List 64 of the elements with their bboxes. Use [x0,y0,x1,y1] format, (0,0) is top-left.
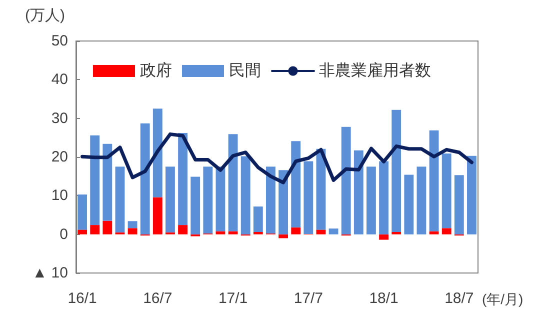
x-tick-label: 16/1 [68,290,97,307]
bar [442,228,452,234]
bar [341,126,351,234]
legend-label: 政府 [140,62,172,80]
bar [316,230,326,234]
bar [304,161,314,234]
bar [392,110,402,232]
bar [216,166,226,232]
bar [102,144,112,221]
bar [190,176,200,234]
bar [442,154,452,228]
x-tick-label: 18/1 [369,290,398,307]
bar [128,228,138,234]
bar [354,150,364,234]
bar [115,166,125,232]
bar [416,166,426,234]
bar [90,225,100,234]
y-tick-label: ▲ 10 [32,264,68,282]
x-tick-label: 17/7 [294,290,324,307]
bar [128,221,138,228]
bar [379,234,388,240]
y-tick-label: 30 [51,110,68,127]
bar [228,231,238,234]
x-tick-label: 17/1 [218,290,248,307]
legend-label: 民間 [229,62,261,80]
bar [78,194,87,230]
legend-label: 非農業雇用者数 [319,62,431,80]
bar [328,228,338,234]
bar [178,133,188,226]
bar [152,197,162,234]
bar [102,220,112,234]
bar [266,166,276,234]
bar [78,230,87,234]
y-tick-label: 0 [60,226,68,243]
x-tick-label: 18/7 [444,290,474,307]
bar [152,108,162,198]
y-tick-label: 40 [51,71,68,88]
bar [228,134,238,232]
bar [253,206,263,232]
x-tick-label: 16/7 [143,290,172,307]
y-tick-label: 20 [51,148,68,166]
bar [278,234,288,238]
y-tick-label: 50 [51,32,68,50]
bar [291,141,301,228]
line-series [80,132,474,184]
bar [90,135,100,226]
bar [240,156,250,234]
bar [166,166,175,232]
bar [467,156,476,234]
bar [291,227,301,234]
bar [454,175,464,234]
bar [429,130,439,232]
bar [429,231,439,234]
bar [216,231,226,234]
bar [366,166,376,234]
y-tick-label: 10 [51,187,68,204]
bar [278,170,288,234]
x-axis-title: (年/月) [482,291,524,307]
bar [178,225,188,234]
y-axis-title: (万人) [25,7,65,24]
bar [379,161,388,234]
bar [140,123,150,234]
bar [404,174,414,234]
bar [203,166,213,234]
